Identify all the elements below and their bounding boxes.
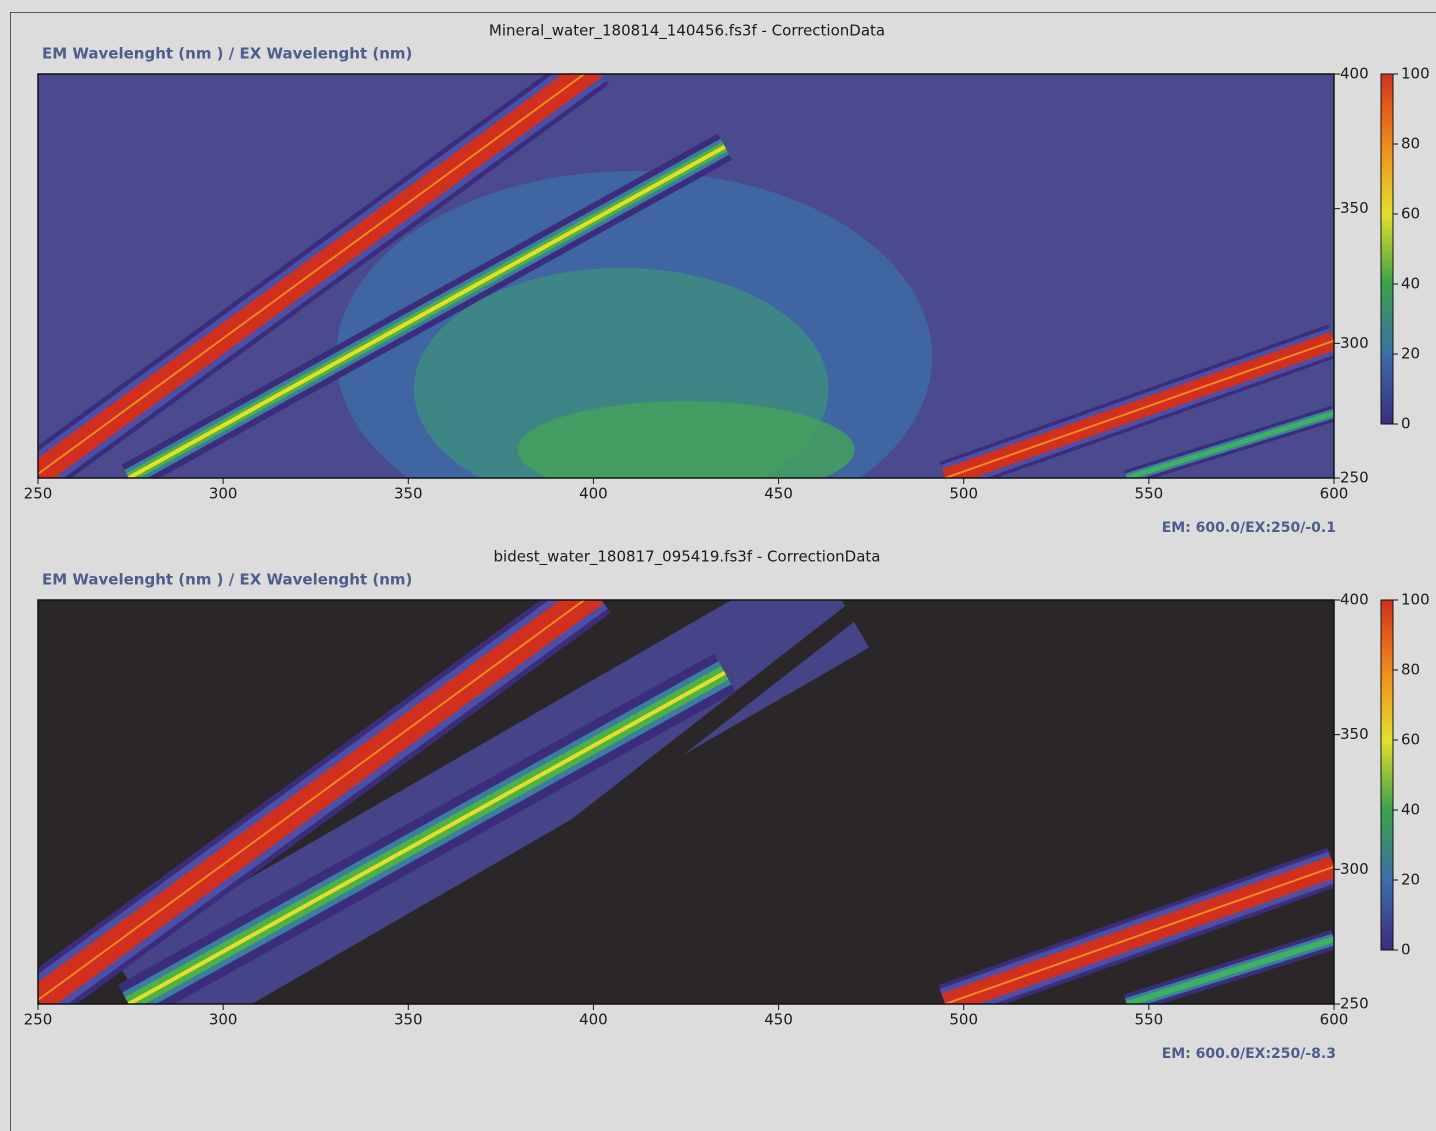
colorbar-tick-label: 20 bbox=[1401, 345, 1420, 363]
x-tick-label: 450 bbox=[764, 1011, 793, 1029]
x-tick-label: 350 bbox=[394, 485, 423, 503]
plot-title: Mineral_water_180814_140456.fs3f - Corre… bbox=[489, 22, 885, 41]
x-tick-label: 300 bbox=[209, 485, 238, 503]
contour-band bbox=[127, 144, 726, 478]
x-tick-label: 350 bbox=[394, 1011, 423, 1029]
x-tick-label: 500 bbox=[949, 1011, 978, 1029]
x-tick-label: 400 bbox=[579, 485, 608, 503]
x-tick-label: 600 bbox=[1320, 485, 1349, 503]
colorbar-tick-label: 80 bbox=[1401, 135, 1420, 153]
colorbar bbox=[1380, 599, 1394, 951]
x-tick-label: 400 bbox=[579, 1011, 608, 1029]
y-tick-label: 250 bbox=[1340, 469, 1369, 487]
x-tick-label: 600 bbox=[1320, 1011, 1349, 1029]
contour-band bbox=[1125, 411, 1334, 478]
contour-band bbox=[944, 339, 1334, 478]
colorbar-tick-label: 20 bbox=[1401, 871, 1420, 889]
contour-band bbox=[944, 865, 1334, 1004]
contour-haze bbox=[395, 600, 873, 971]
colorbar-tick-label: 60 bbox=[1401, 205, 1420, 223]
contour-band bbox=[127, 670, 726, 1004]
colorbar-tick-label: 80 bbox=[1401, 661, 1420, 679]
colorbar-tick-label: 60 bbox=[1401, 731, 1420, 749]
contour-blob bbox=[517, 401, 855, 478]
x-tick-label: 450 bbox=[764, 485, 793, 503]
x-tick-label: 250 bbox=[24, 485, 53, 503]
colorbar-tick-label: 100 bbox=[1401, 65, 1430, 83]
y-tick-label: 350 bbox=[1340, 725, 1369, 743]
axis-label: EM Wavelenght (nm ) / EX Wavelenght (nm) bbox=[42, 45, 412, 63]
contour-layer bbox=[38, 74, 1334, 478]
x-tick-label: 550 bbox=[1135, 485, 1164, 503]
colorbar-tick-label: 40 bbox=[1401, 801, 1420, 819]
colorbar bbox=[1380, 73, 1394, 425]
status-text: EM: 600.0/EX:250/-0.1 bbox=[1162, 520, 1336, 536]
y-tick-label: 250 bbox=[1340, 995, 1369, 1013]
contour-band bbox=[38, 74, 586, 475]
y-tick-label: 400 bbox=[1340, 591, 1369, 609]
axis-label: EM Wavelenght (nm ) / EX Wavelenght (nm) bbox=[42, 571, 412, 589]
x-tick-label: 250 bbox=[24, 1011, 53, 1029]
y-tick-label: 300 bbox=[1340, 860, 1369, 878]
x-tick-label: 300 bbox=[209, 1011, 238, 1029]
y-tick-label: 400 bbox=[1340, 65, 1369, 83]
contour-band bbox=[38, 600, 586, 1001]
contour-layer bbox=[38, 600, 1334, 1004]
x-tick-label: 550 bbox=[1135, 1011, 1164, 1029]
colorbar-tick-label: 100 bbox=[1401, 591, 1430, 609]
colorbar-tick-label: 0 bbox=[1401, 415, 1411, 433]
plot-frame bbox=[37, 599, 1335, 1005]
y-tick-label: 350 bbox=[1340, 199, 1369, 217]
y-tick-label: 300 bbox=[1340, 334, 1369, 352]
x-tick-label: 500 bbox=[949, 485, 978, 503]
colorbar-tick-label: 0 bbox=[1401, 941, 1411, 959]
colorbar-tick-label: 40 bbox=[1401, 275, 1420, 293]
plot-frame bbox=[37, 73, 1335, 479]
plot-title: bidest_water_180817_095419.fs3f - Correc… bbox=[494, 548, 881, 567]
contour-band bbox=[1125, 936, 1334, 1004]
status-text: EM: 600.0/EX:250/-8.3 bbox=[1162, 1046, 1336, 1062]
